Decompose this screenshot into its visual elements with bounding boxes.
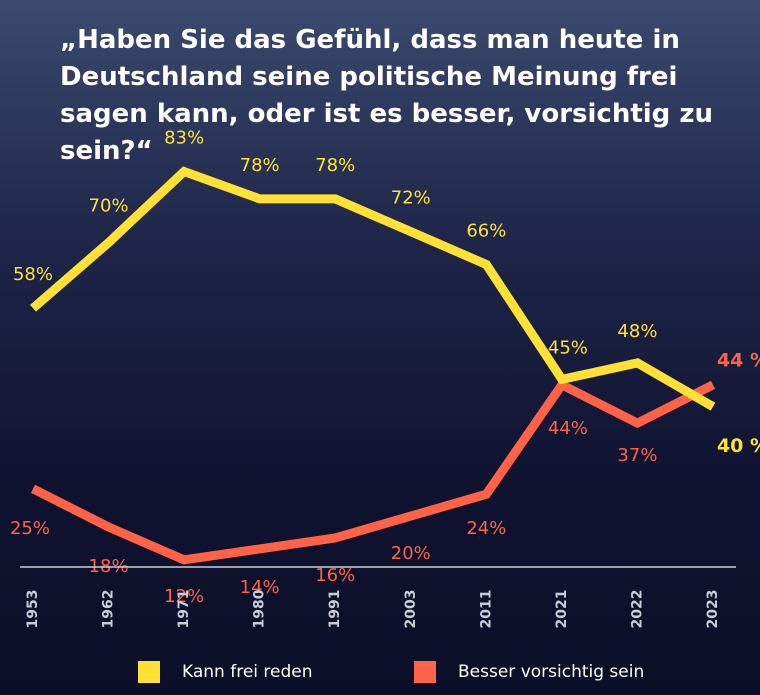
- x-tick-label-1971: 1971: [176, 590, 192, 629]
- data-label-besser-vorsichtig-2003: 20%: [391, 543, 431, 564]
- data-label-kann-frei-reden-2021: 45%: [548, 337, 588, 358]
- data-label-besser-vorsichtig-2021: 44%: [548, 418, 588, 439]
- data-label-besser-vorsichtig-1980: 14%: [240, 577, 280, 598]
- series-line-besser-vorsichtig: [30, 379, 716, 565]
- data-label-kann-frei-reden-2003: 72%: [391, 188, 431, 209]
- x-tick-label-2023: 2023: [705, 590, 721, 629]
- legend-swatch-yellow: [138, 661, 160, 683]
- x-tick-label-2011: 2011: [478, 590, 494, 629]
- data-label-kann-frei-reden-1980: 78%: [240, 155, 280, 176]
- data-label-kann-frei-reden-2023: 40 %: [717, 435, 760, 457]
- chart-title: „Haben Sie das Gefühl, dass man heute in…: [60, 25, 713, 166]
- data-label-kann-frei-reden-1991: 78%: [315, 155, 355, 176]
- data-label-besser-vorsichtig-2023: 44 %: [717, 349, 760, 371]
- data-label-besser-vorsichtig-1953: 25%: [10, 518, 50, 539]
- data-label-besser-vorsichtig-1991: 16%: [315, 565, 355, 586]
- legend-item-besser-vorsichtig: Besser vorsichtig sein: [414, 660, 644, 684]
- legend-swatch-red: [414, 661, 436, 683]
- data-label-kann-frei-reden-2011: 66%: [466, 220, 506, 241]
- data-label-besser-vorsichtig-1971: 12%: [164, 586, 204, 607]
- legend-label: Besser vorsichtig sein: [458, 662, 645, 682]
- x-tick-label-1953: 1953: [25, 590, 41, 629]
- line-chart: 58%70%83%78%78%72%66%45%48%40 %25%18%12%…: [10, 127, 760, 629]
- legend-label: Kann frei reden: [182, 662, 313, 682]
- data-label-kann-frei-reden-1962: 70%: [89, 196, 129, 217]
- x-tick-label-1991: 1991: [327, 590, 343, 629]
- x-tick-label-1962: 1962: [101, 590, 117, 629]
- x-tick-label-1980: 1980: [252, 589, 268, 628]
- series-line-kann-frei-reden: [30, 166, 716, 411]
- x-tick-label-2021: 2021: [554, 590, 570, 629]
- legend-item-kann-frei-reden: Kann frei reden: [138, 660, 313, 684]
- x-tick-label-2003: 2003: [403, 590, 419, 629]
- data-label-besser-vorsichtig-2011: 24%: [466, 518, 506, 539]
- x-tick-label-2022: 2022: [629, 590, 645, 629]
- data-label-kann-frei-reden-2022: 48%: [617, 321, 657, 342]
- data-label-kann-frei-reden-1971: 83%: [164, 127, 204, 148]
- data-label-kann-frei-reden-1953: 58%: [13, 264, 53, 285]
- data-label-besser-vorsichtig-2022: 37%: [617, 445, 657, 466]
